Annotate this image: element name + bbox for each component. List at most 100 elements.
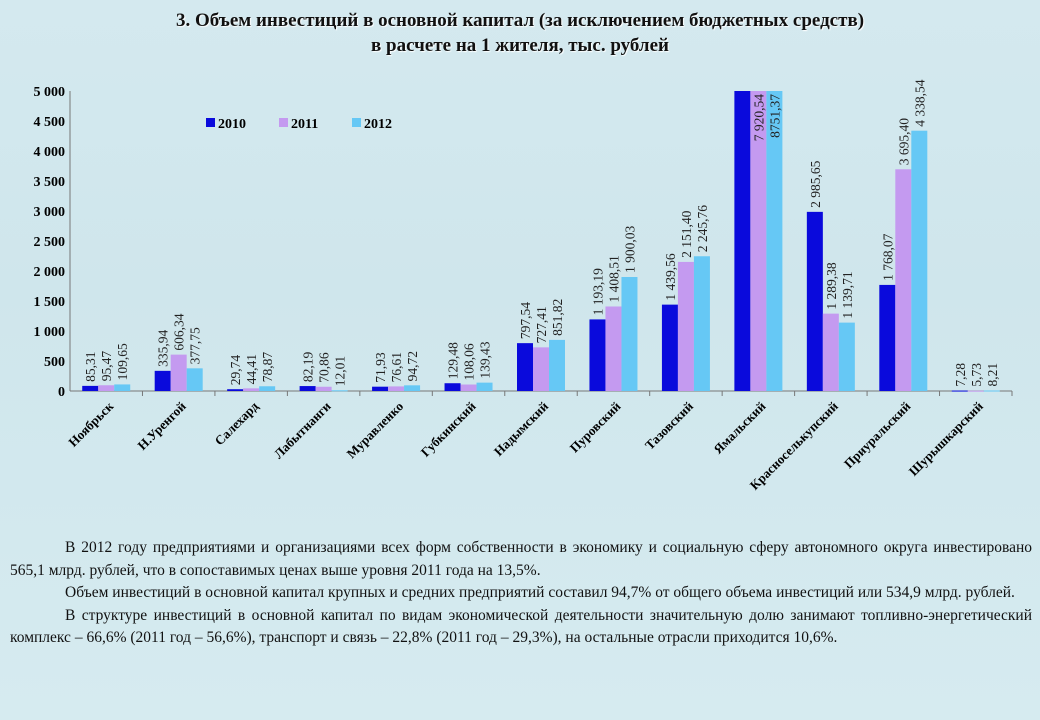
x-tick-label: Приуральский	[841, 398, 914, 471]
x-tick-label: Муравленко	[344, 399, 407, 462]
data-label: 1 768,07	[880, 233, 895, 281]
bar-2011	[98, 385, 115, 391]
x-tick-label: Салехард	[212, 398, 262, 448]
bar-2010	[517, 343, 533, 391]
data-label: 606,34	[172, 313, 187, 350]
y-tick-label: 5 000	[34, 85, 66, 100]
bar-2011	[677, 261, 694, 391]
data-label: 12,01	[333, 356, 348, 386]
bar-2012	[621, 276, 638, 391]
data-label: 3 695,40	[896, 118, 911, 166]
data-label: 70,86	[317, 352, 332, 383]
bar-2012	[766, 91, 783, 391]
data-label: 78,87	[260, 352, 275, 383]
data-label: 2 245,76	[695, 205, 710, 253]
bar-2010	[589, 319, 606, 391]
chart-title: 3. Объем инвестиций в основной капитал (…	[0, 8, 1040, 58]
data-label: 1 439,56	[663, 253, 678, 301]
x-tick-label: Н.Уренгой	[134, 398, 189, 453]
data-label: 1 900,03	[622, 225, 637, 273]
bar-2012	[114, 384, 131, 391]
data-label: 7,28	[953, 363, 968, 387]
bar-2010	[299, 386, 316, 391]
data-label: 335,94	[156, 329, 171, 366]
paragraph-2: Объем инвестиций в основной капитал круп…	[65, 584, 1015, 601]
data-label: 139,43	[478, 341, 493, 378]
bar-2010	[82, 385, 99, 391]
y-tick-label: 500	[44, 355, 65, 370]
bar-2012	[259, 386, 276, 391]
data-label: 8751,37	[767, 94, 782, 138]
bar-2011	[750, 91, 767, 391]
bar-2010	[154, 370, 171, 391]
bar-2011	[533, 347, 549, 391]
data-label: 44,41	[244, 354, 259, 384]
x-tick-label: Губкинский	[418, 398, 479, 459]
bar-2012	[549, 339, 565, 391]
y-tick-label: 0	[58, 385, 65, 400]
bar-2011	[895, 169, 912, 391]
data-label: 8,21	[985, 363, 1000, 387]
data-label: 108,06	[462, 343, 477, 380]
x-tick-label: Пуровский	[567, 398, 624, 455]
bar-2012	[331, 390, 348, 392]
data-label: 1 139,71	[840, 271, 855, 318]
bar-2012	[838, 322, 855, 391]
y-tick-label: 4 500	[34, 115, 66, 130]
bar-2011	[243, 388, 260, 391]
data-label: 4 338,54	[912, 79, 927, 127]
data-label: 85,31	[83, 352, 98, 382]
data-label: 71,93	[373, 352, 388, 383]
data-label: 109,65	[115, 343, 130, 380]
bar-2012	[186, 368, 203, 391]
bar-2010	[951, 390, 968, 392]
y-tick-label: 2 500	[34, 235, 66, 250]
data-label: 29,74	[228, 355, 243, 386]
y-tick-label: 1 000	[34, 325, 66, 340]
bar-2010	[734, 91, 751, 391]
data-label: 377,75	[188, 327, 203, 364]
data-label: 1 193,19	[590, 268, 605, 316]
legend-label: 2010	[218, 117, 246, 132]
text-block: В 2012 году предприятиями и организациям…	[10, 537, 1032, 650]
x-tick-label: Ямальский	[710, 398, 768, 456]
bar-2012	[693, 256, 710, 391]
bar-2010	[444, 383, 461, 391]
data-label: 95,47	[99, 351, 114, 382]
bar-2011	[315, 386, 332, 391]
paragraph-1: В 2012 году предприятиями и организациям…	[10, 539, 1032, 579]
title-line-2: в расчете на 1 жителя, тыс. рублей	[371, 35, 669, 56]
data-label: 1 408,51	[606, 255, 621, 302]
x-tick-label: Шурышкарский	[906, 398, 987, 479]
y-tick-label: 2 000	[34, 265, 66, 280]
bar-2011	[388, 386, 405, 391]
data-label: 797,54	[518, 302, 533, 339]
data-label: 2 151,40	[679, 210, 694, 258]
title-line-1: 3. Объем инвестиций в основной капитал (…	[175, 10, 865, 31]
data-label: 851,82	[550, 299, 565, 336]
paragraph-3: В структуре инвестиций в основной капита…	[10, 606, 1032, 647]
bar-2010	[879, 284, 896, 391]
bar-chart: 0 500 1 000 1 500 2 000 2 500 3 000 3 500 4 000 4…	[34, 79, 1013, 493]
bar-2010	[661, 304, 678, 391]
bar-2011	[460, 384, 477, 391]
data-label: 1 289,38	[824, 262, 839, 310]
bar-2012	[983, 390, 1000, 392]
y-tick-label: 3 000	[34, 205, 66, 220]
bar-2012	[476, 382, 493, 391]
data-label: 94,72	[405, 351, 420, 381]
legend-swatch-2011	[279, 118, 288, 127]
y-tick-label: 1 500	[34, 295, 66, 310]
data-label: 5,73	[969, 363, 984, 387]
data-label: 129,48	[446, 342, 461, 379]
y-tick-label: 4 000	[34, 145, 66, 160]
data-label: 82,19	[301, 351, 316, 382]
bar-2010	[227, 389, 244, 391]
data-label: 7 920,54	[751, 94, 766, 142]
bar-2012	[404, 385, 421, 391]
data-label: 727,41	[534, 306, 549, 343]
x-tick-label: Лабытнанги	[271, 398, 334, 461]
x-tick-label: Тазовский	[642, 398, 697, 453]
legend-label: 2012	[364, 117, 392, 132]
data-label: 76,61	[389, 352, 404, 382]
